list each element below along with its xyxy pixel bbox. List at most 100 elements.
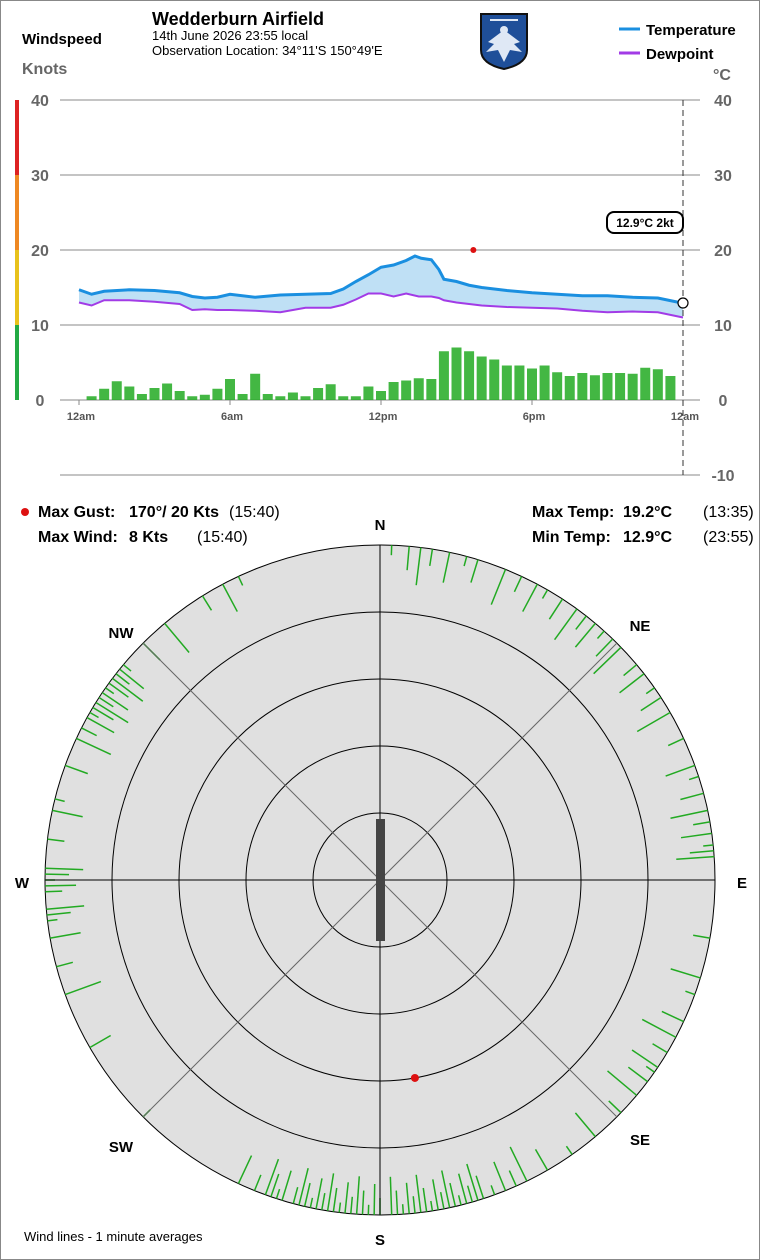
wind-direction-line bbox=[54, 798, 65, 803]
wind-direction-line bbox=[595, 638, 614, 657]
wind-direction-line bbox=[281, 1170, 292, 1201]
wind-direction-line bbox=[636, 711, 671, 733]
wind-direction-line bbox=[64, 764, 89, 775]
wind-direction-line bbox=[222, 583, 238, 612]
wind-speed-bar bbox=[111, 381, 122, 400]
wind-speed-bar bbox=[187, 396, 198, 400]
scale-segment bbox=[15, 250, 19, 325]
wind-speed-bar bbox=[640, 367, 651, 400]
wind-direction-line bbox=[47, 838, 65, 842]
wind-speed-bar bbox=[564, 376, 575, 400]
max-wind-label: Max Wind: bbox=[38, 529, 118, 546]
time-tick-label: 12am bbox=[671, 411, 699, 423]
wind-direction-line bbox=[432, 1179, 439, 1211]
wind-direction-line bbox=[422, 1187, 428, 1212]
max-gust-label: Max Gust: bbox=[38, 504, 115, 521]
max-gust-marker[interactable] bbox=[470, 247, 477, 253]
wind-direction-line bbox=[574, 622, 596, 648]
stats-panel: Max Gust: 170°/ 20 Kts (15:40) Max Wind:… bbox=[21, 504, 754, 546]
wind-direction-line bbox=[405, 1182, 410, 1214]
knots-tick-label: 0 bbox=[36, 393, 45, 410]
wind-speed-bar bbox=[514, 365, 525, 400]
legend-temperature: Temperature bbox=[646, 22, 736, 39]
wind-direction-line bbox=[463, 556, 468, 567]
wind-direction-line bbox=[395, 1190, 399, 1215]
compass-se: SE bbox=[630, 1132, 650, 1149]
wind-direction-line bbox=[534, 1148, 549, 1171]
wind-direction-line bbox=[373, 1183, 376, 1215]
wind-speed-bar bbox=[376, 391, 386, 400]
wind-speed-bar bbox=[212, 388, 223, 400]
gust-marker-icon bbox=[21, 508, 29, 516]
wind-direction-line bbox=[541, 589, 549, 599]
celsius-tick-label: 40 bbox=[714, 93, 732, 110]
wind-speed-bar bbox=[476, 356, 487, 400]
wind-speed-bar bbox=[501, 365, 512, 400]
wind-speed-bar bbox=[350, 396, 361, 400]
wind-rose: N NE E SE S SW W NW bbox=[15, 517, 747, 1249]
rose-gust-marker[interactable] bbox=[410, 1073, 419, 1082]
wind-direction-line bbox=[389, 1176, 393, 1215]
wind-speed-bar bbox=[426, 379, 437, 400]
wind-speed-bar bbox=[174, 391, 185, 400]
chart-markers bbox=[470, 247, 477, 253]
time-tick-label: 6pm bbox=[523, 411, 546, 423]
wind-direction-line bbox=[676, 855, 715, 861]
knots-tick-label: 10 bbox=[31, 318, 49, 335]
wind-speed-bar bbox=[401, 380, 412, 400]
wind-direction-line bbox=[652, 1043, 668, 1054]
wind-direction-line bbox=[575, 615, 587, 630]
wind-speed-bar bbox=[338, 396, 349, 400]
wind-speed-bar bbox=[300, 396, 311, 400]
knots-tick-label: 30 bbox=[31, 168, 49, 185]
wind-direction-line bbox=[52, 809, 83, 818]
wind-speed-bar bbox=[413, 378, 424, 400]
wind-speed-bar bbox=[539, 365, 550, 400]
knots-tick-label: 20 bbox=[31, 243, 49, 260]
readout-text: 12.9°C 2kt bbox=[616, 216, 674, 230]
wind-speed-bar bbox=[489, 359, 500, 400]
wind-direction-line bbox=[415, 1174, 422, 1213]
wind-direction-line bbox=[429, 549, 434, 567]
wind-direction-line bbox=[89, 1034, 112, 1049]
temperature-line bbox=[78, 254, 684, 305]
wind-direction-line bbox=[680, 832, 712, 839]
wind-direction-line bbox=[680, 792, 704, 801]
wind-direction-line bbox=[309, 1197, 314, 1208]
max-temp-value: 19.2°C bbox=[623, 504, 673, 521]
compass-s: S bbox=[375, 1232, 385, 1249]
windspeed-label: Windspeed bbox=[22, 31, 102, 48]
wind-direction-line bbox=[470, 559, 479, 583]
wind-direction-line bbox=[45, 867, 84, 871]
wind-direction-line bbox=[56, 961, 74, 968]
wind-speed-bars bbox=[86, 347, 676, 400]
wind-direction-line bbox=[442, 552, 451, 583]
scale-segment bbox=[15, 325, 19, 400]
wind-direction-line bbox=[253, 1174, 262, 1191]
wind-direction-line bbox=[95, 701, 129, 724]
legend-dewpoint: Dewpoint bbox=[646, 46, 714, 63]
wind-speed-bar bbox=[99, 388, 110, 400]
wind-direction-line bbox=[86, 716, 115, 734]
wind-direction-line bbox=[667, 737, 684, 747]
wind-direction-line bbox=[661, 1010, 684, 1023]
max-temp-label: Max Temp: bbox=[532, 504, 614, 521]
wind-direction-line bbox=[449, 1182, 457, 1207]
temp-dewpoint-fill bbox=[79, 256, 683, 318]
wind-direction-line bbox=[466, 1185, 474, 1203]
celsius-axis: -10 0 10 20 30 40 bbox=[711, 93, 734, 485]
club-logo bbox=[480, 13, 528, 71]
wind-direction-line bbox=[122, 664, 132, 672]
wind-direction-line bbox=[355, 1176, 361, 1215]
min-temp-time: (23:55) bbox=[703, 529, 754, 546]
current-reading-marker[interactable] bbox=[677, 297, 689, 309]
compass-w: W bbox=[15, 875, 30, 892]
legend: Temperature Dewpoint bbox=[619, 22, 736, 63]
celsius-tick-label: -10 bbox=[711, 468, 734, 485]
wind-direction-line bbox=[466, 1163, 479, 1201]
knots-tick-label: 40 bbox=[31, 93, 49, 110]
wind-direction-line bbox=[344, 1182, 349, 1214]
wind-direction-line bbox=[553, 608, 578, 641]
min-temp-label: Min Temp: bbox=[532, 529, 611, 546]
